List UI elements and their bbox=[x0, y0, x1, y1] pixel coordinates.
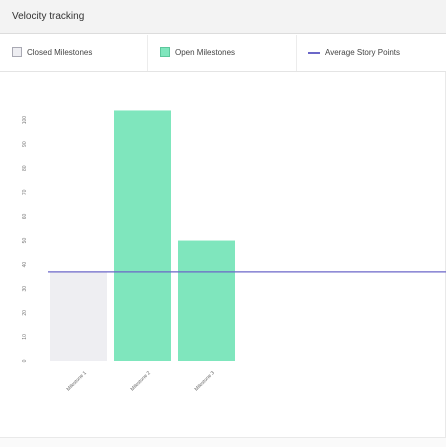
legend-label-closed: Closed Milestones bbox=[27, 48, 93, 57]
y-tick-label: 90 bbox=[22, 141, 28, 147]
y-tick-label: 10 bbox=[22, 334, 28, 340]
legend-label-average: Average Story Points bbox=[325, 48, 401, 57]
open-swatch-icon bbox=[160, 47, 170, 57]
legend-item-closed[interactable]: Closed Milestones bbox=[0, 35, 148, 71]
bar-closed-1 bbox=[50, 271, 107, 361]
y-tick-label: 40 bbox=[22, 262, 28, 268]
closed-swatch-icon bbox=[12, 47, 22, 57]
chart-legend: Closed Milestones Open Milestones Averag… bbox=[0, 35, 446, 72]
y-tick-label: 60 bbox=[22, 213, 28, 219]
x-category-label: Milestone 3 bbox=[194, 370, 216, 392]
legend-item-average[interactable]: Average Story Points bbox=[297, 35, 446, 71]
panel-title: Velocity tracking bbox=[12, 11, 85, 22]
y-tick-label: 80 bbox=[22, 165, 28, 171]
y-tick-label: 20 bbox=[22, 310, 28, 316]
chart-area: 0 10 20 30 40 50 60 70 80 90 100 Milestone 1 Milesto… bbox=[0, 72, 446, 447]
average-line-icon bbox=[308, 52, 320, 54]
x-category-label: Milestone 1 bbox=[66, 370, 88, 392]
x-category-label: Milestone 2 bbox=[130, 370, 152, 392]
y-tick-label: 50 bbox=[22, 238, 28, 244]
bar-open-3 bbox=[178, 240, 235, 361]
legend-label-open: Open Milestones bbox=[175, 48, 236, 57]
y-tick-label: 0 bbox=[22, 359, 28, 362]
y-tick-label: 30 bbox=[22, 286, 28, 292]
velocity-chart: 0 10 20 30 40 50 60 70 80 90 100 Milestone 1 Milesto… bbox=[22, 110, 446, 393]
chart-plot-frame: 0 10 20 30 40 50 60 70 80 90 100 Milestone 1 Milesto… bbox=[0, 72, 446, 438]
y-tick-label: 70 bbox=[22, 189, 28, 195]
panel-header: Velocity tracking bbox=[0, 0, 446, 34]
y-tick-label: 100 bbox=[22, 116, 28, 125]
legend-item-open[interactable]: Open Milestones bbox=[148, 35, 297, 71]
bar-open-2 bbox=[114, 110, 171, 361]
